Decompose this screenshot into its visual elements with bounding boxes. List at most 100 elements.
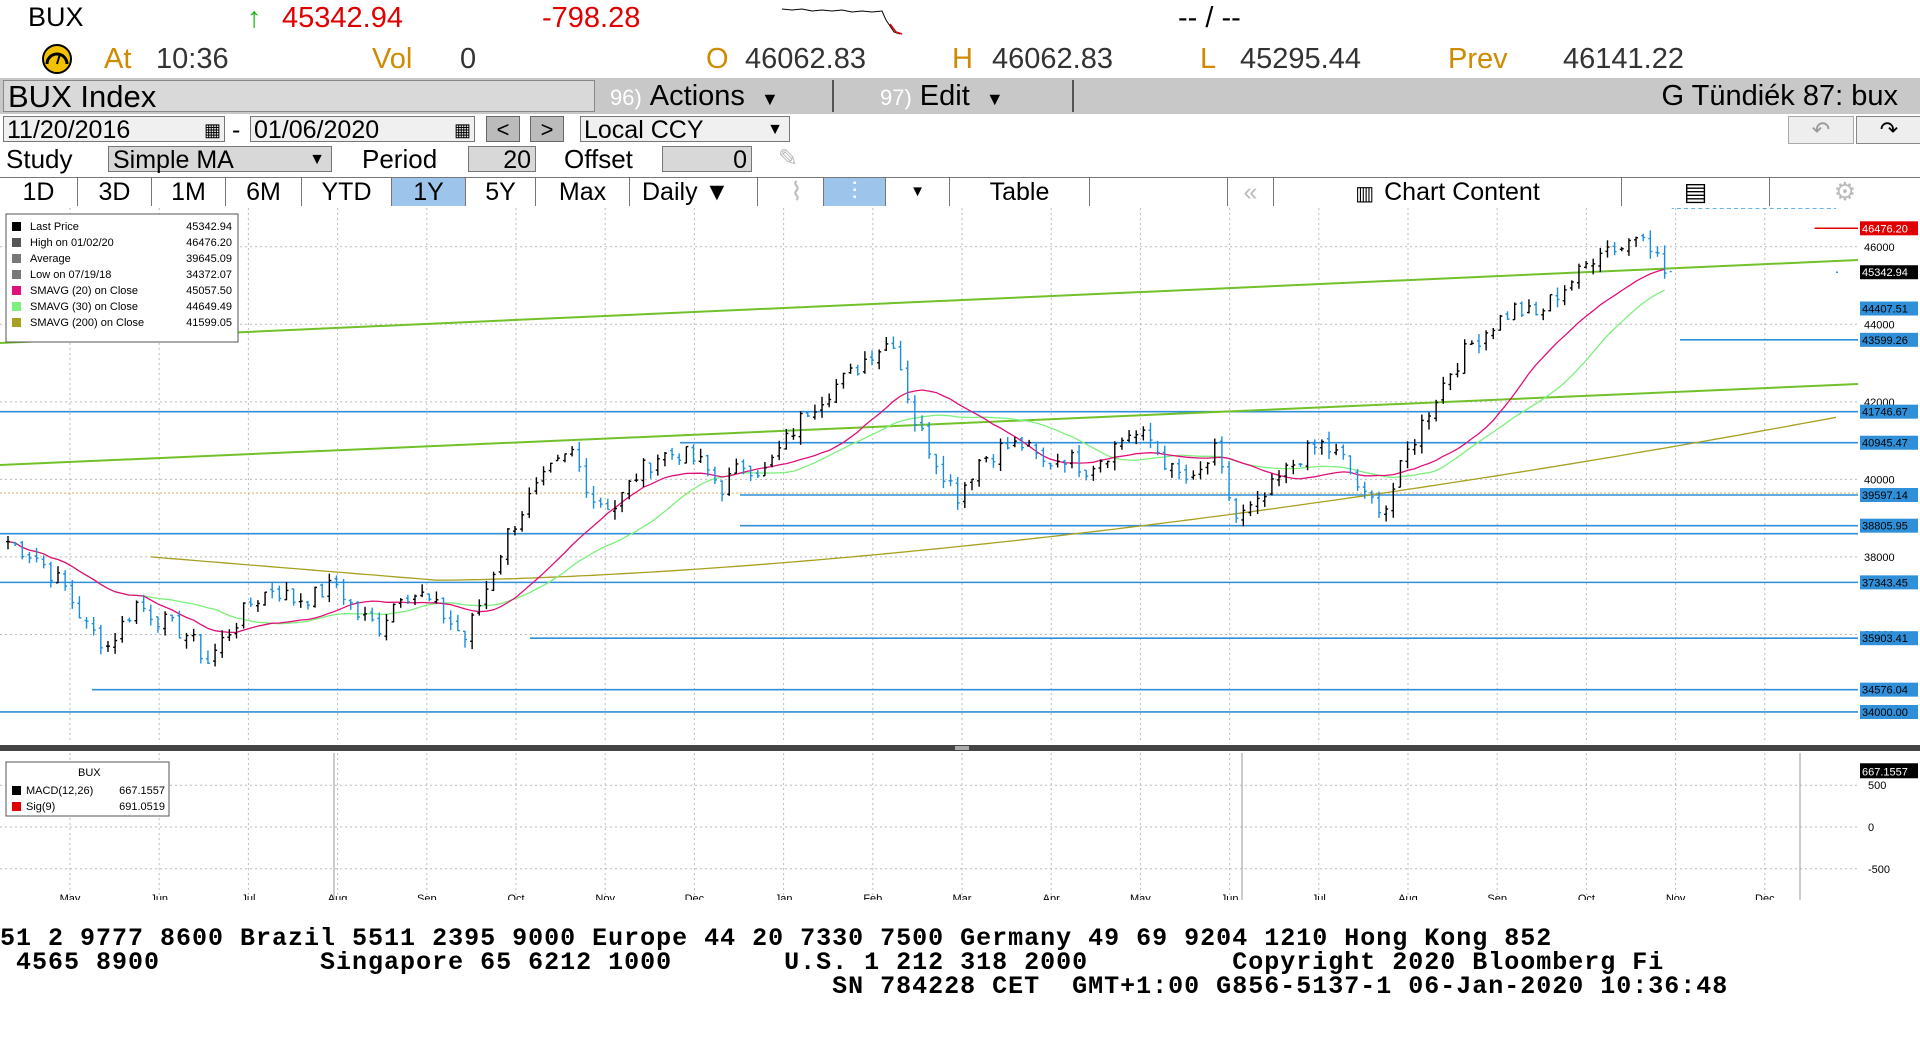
price-chart[interactable]: 34000360003800040000420004400046000-5000… bbox=[0, 208, 1920, 900]
x-month-label: Mar bbox=[953, 893, 972, 900]
legend-swatch bbox=[12, 222, 21, 231]
settings-gear-icon[interactable]: ⚙ bbox=[1833, 178, 1857, 206]
legend-label: High on 01/02/20 bbox=[30, 237, 114, 249]
price-label: 45342.94 bbox=[1862, 267, 1908, 279]
tab-6m[interactable]: 6M bbox=[226, 178, 302, 206]
y-tick-label: 38000 bbox=[1864, 552, 1895, 564]
date-range-row: 11/20/2016 ▦ - 01/06/2020 ▦ < > Local CC… bbox=[0, 114, 1920, 144]
legend-swatch bbox=[12, 270, 21, 279]
x-month-label: Jun bbox=[1221, 893, 1239, 900]
study-select[interactable]: Simple MA ▼ bbox=[108, 146, 332, 173]
chart-content-button[interactable]: ▥ Chart Content bbox=[1274, 178, 1622, 206]
offset-input[interactable]: 0 bbox=[662, 146, 752, 173]
tab-1y[interactable]: 1Y bbox=[392, 178, 466, 206]
title-bar: BUX Index 96) Actions ▼ 97) Edit ▼ G Tündi… bbox=[0, 78, 1920, 114]
legend-label: SMAVG (20) on Close bbox=[30, 285, 138, 297]
tab-3d[interactable]: 3D bbox=[78, 178, 152, 206]
legend-value: 46476.20 bbox=[186, 237, 232, 249]
legend-value: 44649.49 bbox=[186, 301, 232, 313]
table-button[interactable]: Table bbox=[950, 178, 1090, 206]
open-value: 46062.83 bbox=[745, 43, 866, 75]
calendar-icon[interactable]: ▦ bbox=[203, 120, 221, 140]
sma-20-line bbox=[7, 268, 1665, 634]
macd-label-box bbox=[1860, 763, 1918, 779]
prev-range-button[interactable]: < bbox=[486, 116, 520, 142]
macd-legend-swatch bbox=[12, 802, 21, 811]
x-month-label: Aug bbox=[1398, 893, 1418, 900]
quote-stats: At 10:36 Vol 0 O 46062.83 H 46062.83 L 4… bbox=[0, 40, 1920, 78]
legend-swatch bbox=[12, 286, 21, 295]
legend-label: SMAVG (30) on Close bbox=[30, 301, 138, 313]
legend-swatch bbox=[12, 254, 21, 263]
divider bbox=[1072, 80, 1074, 112]
x-month-label: Jul bbox=[1312, 893, 1326, 900]
actions-menu[interactable]: 96) Actions ▼ bbox=[610, 78, 779, 114]
undo-button[interactable]: ↶ bbox=[1788, 116, 1854, 144]
price-label: 38805.95 bbox=[1862, 521, 1908, 533]
tab-5y[interactable]: 5Y bbox=[466, 178, 536, 206]
price-label: 34576.04 bbox=[1862, 685, 1908, 697]
tab-1d[interactable]: 1D bbox=[0, 178, 78, 206]
legend-value: 45342.94 bbox=[186, 221, 232, 233]
next-range-button[interactable]: > bbox=[530, 116, 564, 142]
macd-tick-label: -500 bbox=[1868, 864, 1890, 876]
x-month-label: Jul bbox=[241, 893, 255, 900]
calendar-icon[interactable]: ▦ bbox=[453, 120, 471, 140]
price-label: 46476.20 bbox=[1862, 223, 1908, 235]
x-month-label: Aug bbox=[328, 893, 348, 900]
user-label: G Tündiék 87: bux bbox=[1661, 80, 1898, 112]
legend-label: Low on 07/19/18 bbox=[30, 269, 111, 281]
price-label: 39597.14 bbox=[1862, 490, 1908, 502]
speedometer-icon[interactable] bbox=[40, 44, 74, 74]
pencil-icon[interactable]: ✎ bbox=[778, 145, 799, 172]
macd-legend: BUX MACD(12,26) 667.1557 Sig(9) 691.0519 bbox=[5, 761, 170, 817]
bar-chart-icon[interactable]: ⫶ bbox=[824, 178, 886, 206]
moving-averages bbox=[7, 268, 1837, 634]
prev-label: Prev bbox=[1448, 43, 1508, 75]
legend-swatch bbox=[12, 318, 21, 327]
macd-legend-value: 691.0519 bbox=[119, 801, 165, 813]
x-month-label: Nov bbox=[595, 893, 615, 900]
period-input[interactable]: 20 bbox=[468, 146, 536, 173]
start-date-field[interactable]: 11/20/2016 ▦ bbox=[3, 116, 225, 144]
line-chart-icon[interactable]: ⌇ bbox=[770, 178, 824, 206]
up-arrow-icon: ↑ bbox=[247, 2, 262, 34]
x-month-label: Sep bbox=[1487, 893, 1507, 900]
start-date-value: 11/20/2016 bbox=[7, 116, 131, 144]
tab-1m[interactable]: 1M bbox=[152, 178, 226, 206]
collapse-icon[interactable]: « bbox=[1228, 178, 1274, 206]
sma-200-line bbox=[150, 416, 1837, 581]
legend-swatch bbox=[12, 302, 21, 311]
redo-button[interactable]: ↷ bbox=[1856, 116, 1920, 144]
sma-30-line bbox=[7, 289, 1665, 625]
price-change: -798.28 bbox=[542, 2, 641, 34]
open-label: O bbox=[706, 43, 729, 75]
price-bars bbox=[6, 208, 1858, 667]
tab-max[interactable]: Max bbox=[536, 178, 630, 206]
chevron-down-icon: ▼ bbox=[760, 89, 779, 109]
end-date-field[interactable]: 01/06/2020 ▦ bbox=[250, 116, 475, 143]
legend-value: 34372.07 bbox=[186, 269, 232, 281]
macd-legend-label: Sig(9) bbox=[26, 801, 55, 813]
right-axis-labels: 34000360003800040000420004400046000-5000… bbox=[1858, 208, 1920, 900]
volume-value: 0 bbox=[460, 43, 477, 75]
price-label: 40945.47 bbox=[1862, 438, 1908, 450]
sparkline-icon bbox=[782, 8, 903, 35]
high-label: H bbox=[952, 43, 973, 75]
study-label: Study bbox=[6, 144, 73, 174]
date-separator: - bbox=[232, 116, 241, 144]
currency-value: Local CCY bbox=[584, 116, 704, 144]
currency-select[interactable]: Local CCY ▼ bbox=[580, 116, 790, 144]
ticker-symbol: BUX bbox=[28, 2, 84, 32]
y-tick-label: 44000 bbox=[1864, 319, 1895, 331]
chart-type-dropdown-icon[interactable]: ▼ bbox=[886, 178, 950, 206]
tab-ytd[interactable]: YTD bbox=[302, 178, 392, 206]
right-axis-bg bbox=[1858, 208, 1920, 900]
macd-label: 667.1557 bbox=[1862, 766, 1908, 778]
edit-menu[interactable]: 97) Edit ▼ bbox=[880, 78, 1004, 114]
annotation-icon[interactable]: ▤ bbox=[1622, 178, 1770, 206]
price-label-box bbox=[1860, 631, 1918, 646]
frequency-select[interactable]: Daily ▼ bbox=[630, 178, 758, 206]
quote-header: BUX ↑ 45342.94 -798.28 -- / -- bbox=[0, 0, 1920, 40]
chart-grid bbox=[0, 208, 1858, 898]
